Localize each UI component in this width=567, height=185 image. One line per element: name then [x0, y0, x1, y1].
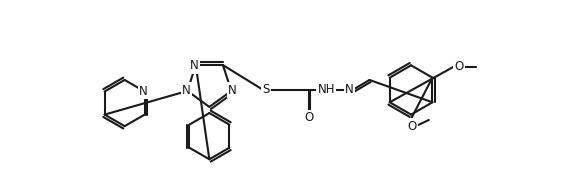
Text: N: N	[190, 59, 198, 72]
Text: O: O	[407, 120, 417, 133]
Text: O: O	[454, 60, 463, 73]
Text: N: N	[182, 84, 191, 97]
Text: S: S	[263, 83, 270, 96]
Text: NH: NH	[318, 83, 335, 96]
Text: N: N	[228, 84, 236, 97]
Text: O: O	[305, 111, 314, 124]
Text: N: N	[139, 85, 147, 98]
Text: N: N	[345, 83, 354, 96]
